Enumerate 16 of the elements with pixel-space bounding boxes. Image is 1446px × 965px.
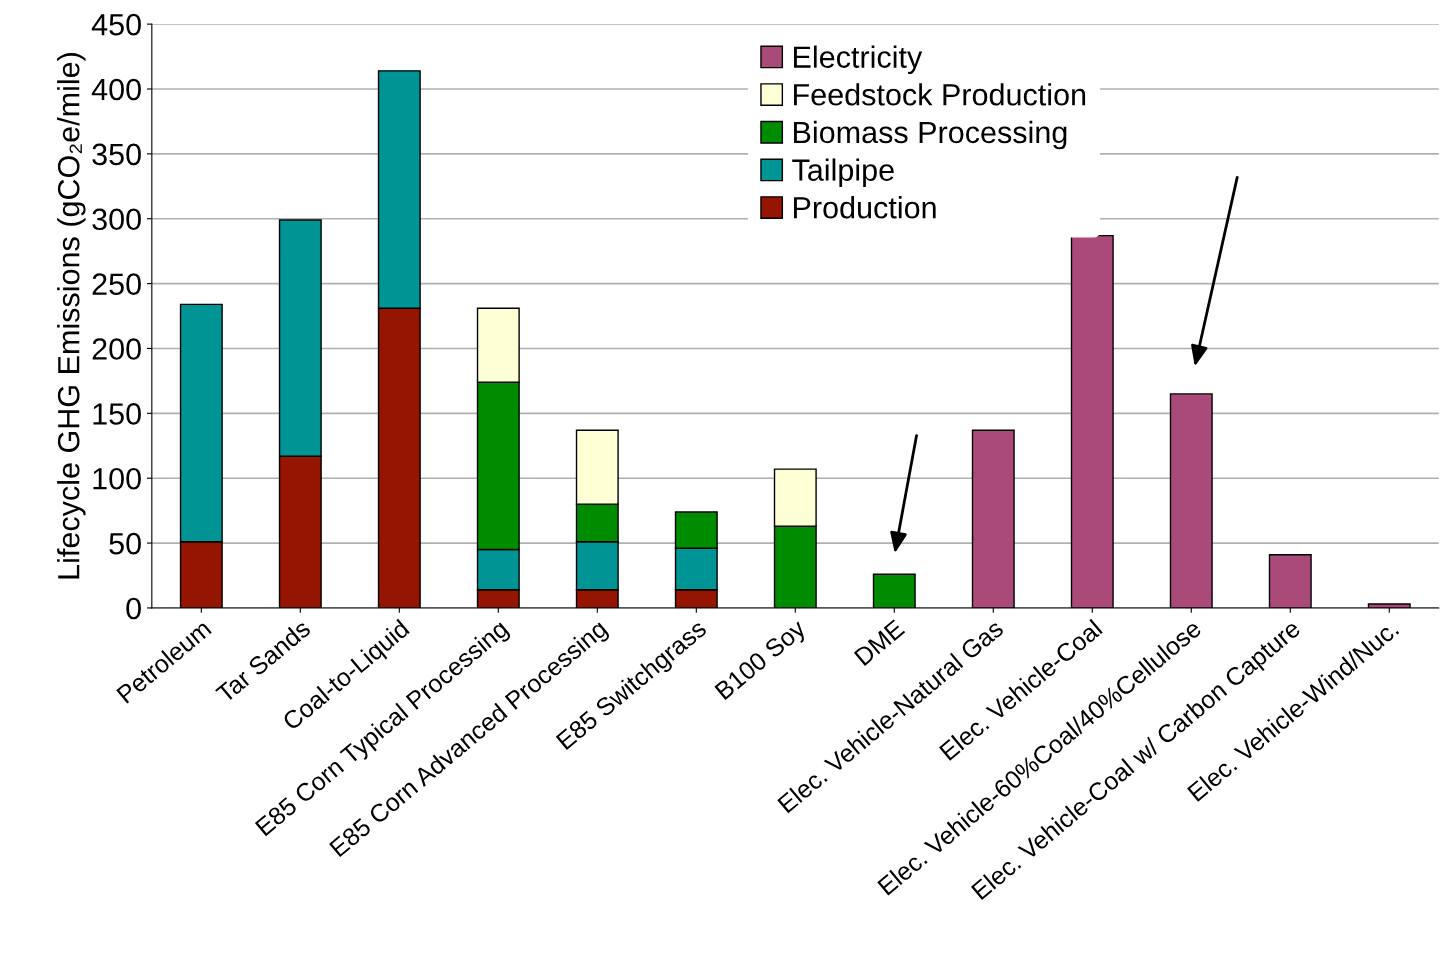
y-tick-label: 150 xyxy=(93,403,141,425)
y-tick-label: 100 xyxy=(93,467,141,490)
y-tick-label: 50 xyxy=(109,532,141,555)
y-tick-label: 300 xyxy=(92,208,141,231)
legend-label: Biomass Processing xyxy=(794,120,1067,150)
y-tick-label: 0 xyxy=(126,597,141,620)
y-tick-label: 250 xyxy=(92,273,141,295)
y-tick-label: 450 xyxy=(91,13,141,36)
legend-label: Production xyxy=(794,196,936,219)
y-tick-label: 350 xyxy=(92,143,141,166)
legend-label: Feedstock Production xyxy=(794,83,1086,106)
y-tick-label: 400 xyxy=(91,78,141,101)
legend-label: Tailpipe xyxy=(792,158,894,187)
y-axis-title: Lifecycle GHG Emissions (gCO₂e/mile) xyxy=(57,53,86,579)
y-tick-label: 200 xyxy=(92,338,141,360)
legend-label: Electricity xyxy=(794,45,923,74)
